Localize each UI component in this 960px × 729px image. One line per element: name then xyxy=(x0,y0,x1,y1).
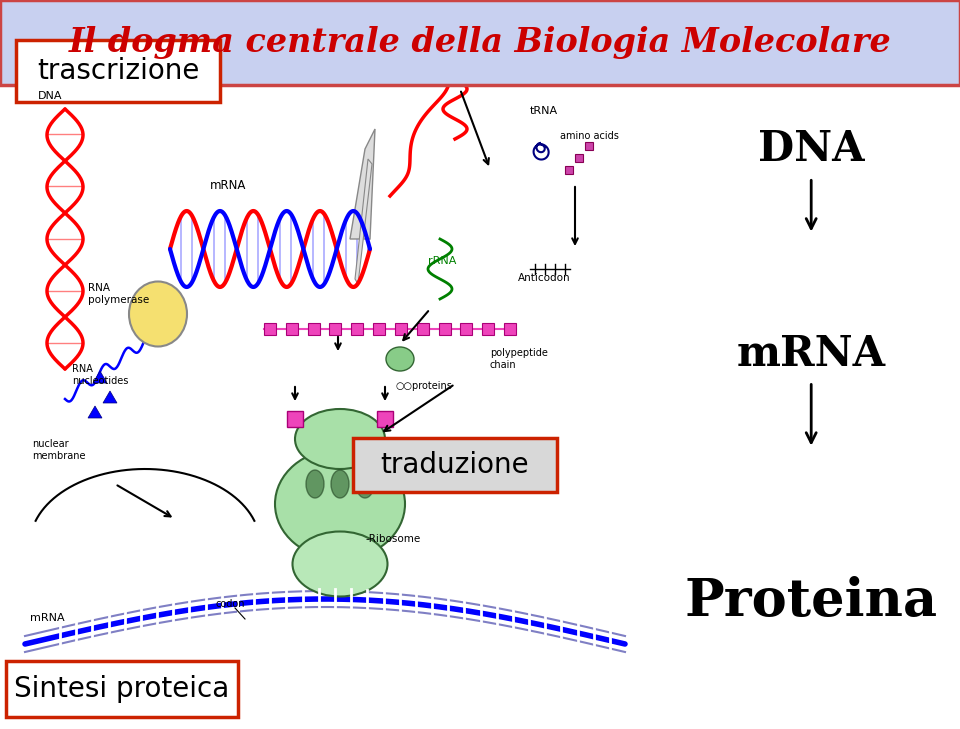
Bar xyxy=(665,85,960,729)
Text: amino acids: amino acids xyxy=(560,131,619,141)
Text: DNA: DNA xyxy=(38,91,62,101)
Bar xyxy=(482,323,494,335)
Text: mRNA: mRNA xyxy=(30,613,64,623)
Text: rRNA: rRNA xyxy=(428,256,456,266)
Text: -Ribosome: -Ribosome xyxy=(365,534,420,544)
Bar xyxy=(287,411,303,427)
Bar xyxy=(575,154,583,162)
Ellipse shape xyxy=(306,470,324,498)
FancyBboxPatch shape xyxy=(353,438,557,492)
Text: trascrizione: trascrizione xyxy=(36,57,199,85)
Bar xyxy=(439,323,450,335)
Text: codon: codon xyxy=(215,599,245,609)
Polygon shape xyxy=(355,159,372,284)
Ellipse shape xyxy=(275,449,405,559)
Bar xyxy=(373,323,385,335)
Ellipse shape xyxy=(386,347,414,371)
Text: ○○proteins: ○○proteins xyxy=(395,381,452,391)
Bar xyxy=(351,323,363,335)
Polygon shape xyxy=(350,129,375,239)
Bar xyxy=(377,411,393,427)
Bar xyxy=(585,142,593,150)
Bar xyxy=(395,323,407,335)
Text: DNA: DNA xyxy=(758,128,864,171)
FancyBboxPatch shape xyxy=(16,40,220,102)
Bar xyxy=(565,166,573,174)
Bar xyxy=(264,323,276,335)
Text: Proteina: Proteina xyxy=(684,576,938,627)
Polygon shape xyxy=(93,371,107,383)
Polygon shape xyxy=(88,406,102,418)
Text: mRNA: mRNA xyxy=(210,179,247,192)
Text: Sintesi proteica: Sintesi proteica xyxy=(14,675,229,703)
Ellipse shape xyxy=(293,531,388,596)
Bar xyxy=(286,323,298,335)
Text: Il dogma centrale della Biologia Molecolare: Il dogma centrale della Biologia Molecol… xyxy=(68,26,892,59)
Text: traduzione: traduzione xyxy=(381,451,529,479)
Text: polypeptide
chain: polypeptide chain xyxy=(490,348,548,370)
Ellipse shape xyxy=(331,470,349,498)
Text: tRNA: tRNA xyxy=(530,106,558,116)
Bar xyxy=(461,323,472,335)
Ellipse shape xyxy=(295,409,385,469)
Text: RNA
polymerase: RNA polymerase xyxy=(88,283,149,305)
FancyBboxPatch shape xyxy=(6,661,238,717)
Polygon shape xyxy=(103,391,117,403)
Bar xyxy=(0,0,960,85)
Text: Anticodon: Anticodon xyxy=(518,273,570,283)
Bar xyxy=(307,323,320,335)
Ellipse shape xyxy=(129,281,187,346)
Text: RNA
nucleotides: RNA nucleotides xyxy=(72,364,129,386)
Bar xyxy=(0,85,665,729)
Bar xyxy=(504,323,516,335)
Text: nuclear
membrane: nuclear membrane xyxy=(32,440,85,461)
Bar xyxy=(417,323,429,335)
Bar xyxy=(329,323,342,335)
Text: mRNA: mRNA xyxy=(736,332,886,375)
Ellipse shape xyxy=(356,470,374,498)
